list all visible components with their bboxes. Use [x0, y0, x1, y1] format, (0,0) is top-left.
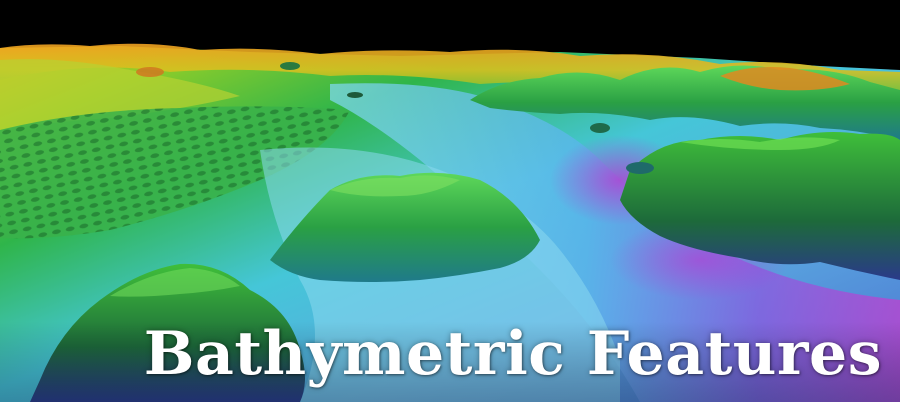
banner-title: Bathymetric Features	[143, 319, 882, 389]
